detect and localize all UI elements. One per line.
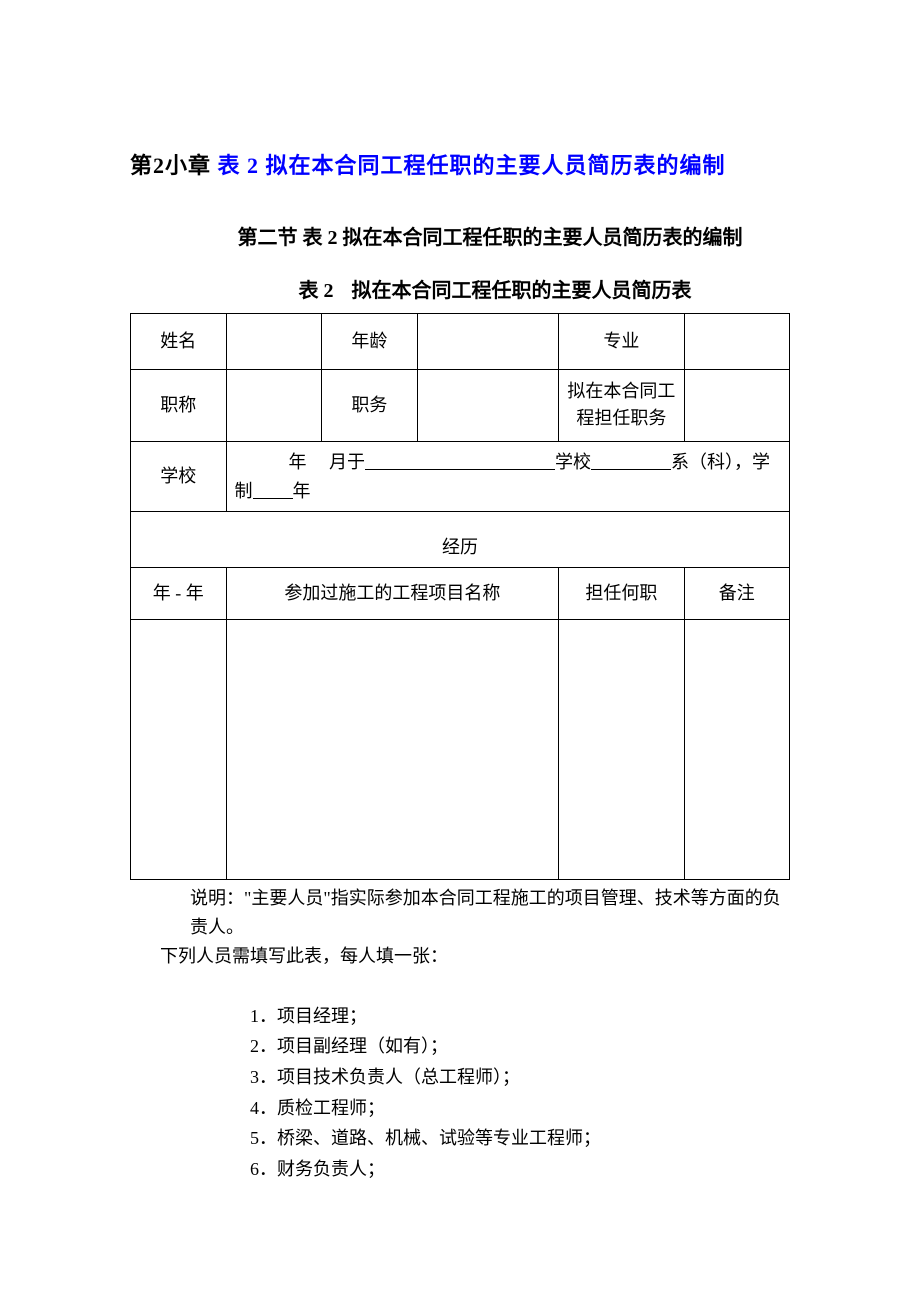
cell-major-label: 专业 xyxy=(559,313,684,369)
note-line-1: 说明："主要人员"指实际参加本合同工程施工的项目管理、技术等方面的负责人。 xyxy=(130,880,790,942)
cell-sub-role: 担任何职 xyxy=(559,568,684,620)
cell-position-value xyxy=(417,369,559,441)
list-item: 1．项目经理； xyxy=(250,1001,790,1032)
cell-empty xyxy=(559,620,684,880)
cell-age-value xyxy=(417,313,559,369)
cell-empty xyxy=(226,620,559,880)
cell-major-value xyxy=(684,313,789,369)
cell-contractpos-label: 拟在本合同工程担任职务 xyxy=(559,369,684,441)
school-p5: 年 xyxy=(293,481,311,501)
list-item: 2．项目副经理（如有）； xyxy=(250,1031,790,1062)
chapter-heading: 第2小章 表 2 拟在本合同工程任职的主要人员简历表的编制 xyxy=(130,140,790,193)
table-row: 经历 xyxy=(131,512,790,568)
chapter-prefix: 第2小章 xyxy=(130,153,218,178)
table-title-prefix: 表 2 xyxy=(299,280,334,302)
cell-title-value xyxy=(226,369,322,441)
school-p3: 学校 xyxy=(555,452,591,472)
section-heading: 第二节 表 2 拟在本合同工程任职的主要人员简历表的编制 xyxy=(130,221,790,250)
table-row: 姓名 年龄 专业 xyxy=(131,313,790,369)
table-title: 表 2 拟在本合同工程任职的主要人员简历表 xyxy=(130,274,790,303)
table-row: 职称 职务 拟在本合同工程担任职务 xyxy=(131,369,790,441)
cell-contractpos-value xyxy=(684,369,789,441)
cell-experience-header: 经历 xyxy=(131,512,790,568)
list-item: 4．质检工程师； xyxy=(250,1093,790,1124)
table-title-main: 拟在本合同工程任职的主要人员简历表 xyxy=(352,280,692,302)
cell-age-label: 年龄 xyxy=(322,313,418,369)
list-item: 5．桥梁、道路、机械、试验等专业工程师； xyxy=(250,1123,790,1154)
note-line-2: 下列人员需填写此表，每人填一张： xyxy=(130,942,790,971)
list-item: 6．财务负责人； xyxy=(250,1154,790,1185)
cell-sub-year: 年 - 年 xyxy=(131,568,227,620)
cell-name-value xyxy=(226,313,322,369)
cell-name-label: 姓名 xyxy=(131,313,227,369)
resume-table: 姓名 年龄 专业 职称 职务 拟在本合同工程担任职务 学校 年 月于学校系（科）… xyxy=(130,313,790,881)
chapter-title: 表 2 拟在本合同工程任职的主要人员简历表的编制 xyxy=(218,153,726,178)
cell-school-label: 学校 xyxy=(131,441,227,512)
cell-title-label: 职称 xyxy=(131,369,227,441)
list-item: 3．项目技术负责人（总工程师）； xyxy=(250,1062,790,1093)
table-row: 年 - 年 参加过施工的工程项目名称 担任何职 备注 xyxy=(131,568,790,620)
cell-school-content: 年 月于学校系（科），学制年 xyxy=(226,441,789,512)
table-row xyxy=(131,620,790,880)
personnel-list: 1．项目经理； 2．项目副经理（如有）； 3．项目技术负责人（总工程师）； 4．… xyxy=(130,1001,790,1185)
cell-sub-remark: 备注 xyxy=(684,568,789,620)
cell-position-label: 职务 xyxy=(322,369,418,441)
cell-sub-project: 参加过施工的工程项目名称 xyxy=(226,568,559,620)
school-p1: 年 xyxy=(289,452,307,472)
school-p2: 月于 xyxy=(329,452,365,472)
cell-empty xyxy=(131,620,227,880)
table-row: 学校 年 月于学校系（科），学制年 xyxy=(131,441,790,512)
cell-empty xyxy=(684,620,789,880)
